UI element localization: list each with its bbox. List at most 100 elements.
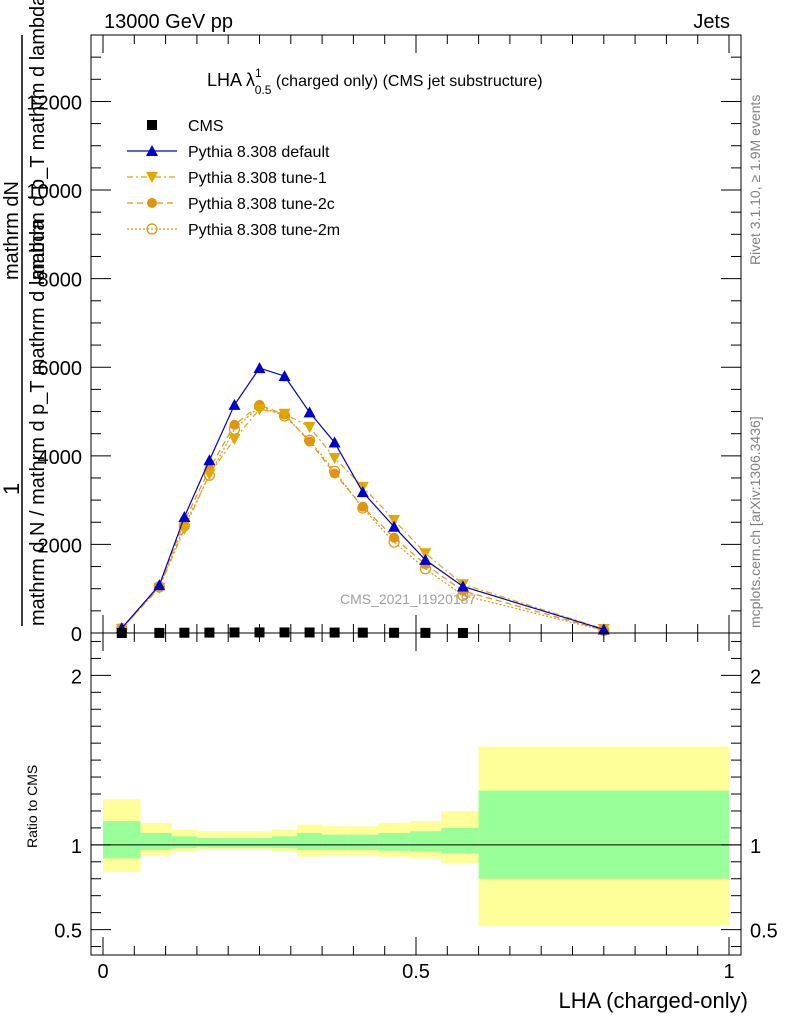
chart-title: LHA λ1 0.5 (charged only) (CMS jet substr… [207,66,543,97]
main-axis-ticks [91,34,741,634]
ratio-ytick-label-right: 1 [750,836,761,858]
cms-data-point [229,627,240,638]
main-ytick-label: 12000 [26,92,82,114]
ratio-ytick-label-right: 2 [750,666,761,688]
ylabel-numerator-2: mathrm d p_T mathrm d lambda [27,0,49,280]
data-point [328,436,341,448]
mcplots-label: mcplots.cern.ch [arXiv:1306.3436] [747,416,763,628]
x-axis-label: LHA (charged-only) [558,988,748,1013]
data-point [419,553,432,565]
legend-marker-circle [147,198,157,208]
ratio-ytick-label-right: 0.5 [750,921,778,943]
chart-title-sub: 0.5 [255,83,272,97]
ratio-xtick-labels: 0 0.5 1 [97,961,734,983]
data-point [278,370,291,382]
ratio-ylabel: Ratio to CMS [24,765,40,848]
data-point [178,510,191,522]
legend-label: Pythia 8.308 tune-1 [188,170,327,187]
data-point [278,408,291,420]
ratio-band-inner [103,821,141,859]
legend-entry: Pythia 8.308 tune-1 [127,170,327,187]
data-point [253,404,266,416]
chart-title-rest: (charged only) (CMS jet substructure) [271,73,542,90]
data-point [228,398,241,410]
data-point [329,468,340,479]
ratio-band-inner [441,827,479,854]
data-point [203,469,216,481]
data-point [153,579,166,591]
legend-label: Pythia 8.308 tune-2c [188,196,335,213]
ratio-band-inner [140,832,172,850]
ratio-band-inner [347,834,379,850]
data-point [597,623,610,635]
data-point [388,515,401,527]
legend: CMS Pythia 8.308 default Pythia 8.308 tune… [127,118,340,239]
ratio-xtick-label: 0.5 [402,961,430,983]
legend-marker-triangle-down [146,172,158,183]
main-ytick-labels: 0 2000 4000 6000 8000 10000 12000 [26,92,82,646]
data-point [356,486,369,498]
ylabel-denominator: mathrm d N / mathrm d p_T mathrm d lambd… [27,219,49,626]
main-ylabel: 1 mathrm dN mathrm d p_T mathrm d lambda… [0,0,49,626]
ratio-band-inner [322,834,348,850]
legend-entry: Pythia 8.308 tune-2c [127,196,335,213]
ratio-ytick-label-left: 1 [71,836,82,858]
data-point [304,436,315,447]
cms-data-point [254,627,265,638]
ratio-band-inner [171,836,197,849]
header-right-title: Jets [693,11,730,33]
header-left-title: 13000 GeV pp [104,11,233,33]
legend-marker-circle-open [146,223,158,235]
data-point [229,419,240,430]
data-point [303,406,316,418]
ratio-band-inner [409,831,442,852]
main-ytick-label: 10000 [26,181,82,203]
data-point [389,532,400,543]
ratio-xtick-label: 0 [97,961,108,983]
legend-entry: Pythia 8.308 tune-2m [127,222,340,239]
legend-label: CMS [188,118,224,135]
ratio-bands [91,746,741,927]
legend-marker-triangle-up [146,145,158,156]
data-point [328,453,341,465]
cms-data-point [279,627,290,638]
main-ytick-label: 2000 [38,535,83,557]
data-point [228,433,241,445]
data-point [253,362,266,374]
ylabel-prefix: 1 [0,483,24,495]
main-ytick-label: 4000 [38,447,83,469]
ratio-ytick-label-left: 2 [71,666,82,688]
data-point [419,548,432,560]
main-ytick-label: 0 [71,624,82,646]
series-line [121,404,604,631]
chart-title-sup: 1 [255,66,262,80]
series-1 [115,362,610,635]
ratio-axis-ticks [91,633,741,955]
rivet-label: Rivet 3.1.10, ≥ 1.9M events [747,95,763,265]
data-point [456,580,469,592]
ratio-band-inner [478,790,729,879]
legend-entry: Pythia 8.308 default [127,144,330,161]
ratio-band-inner [196,838,222,848]
chart-title-main: LHA λ [207,70,255,90]
ratio-band-inner [221,838,247,848]
series-line [121,367,604,631]
main-ytick-label: 8000 [38,270,83,292]
data-point [203,454,216,466]
legend-label: Pythia 8.308 tune-2m [188,222,340,239]
ratio-ytick-label-left: 0.5 [54,921,82,943]
ratio-xtick-label: 1 [723,961,734,983]
ratio-ytick-labels: 0.5 0.5 1 1 2 2 [54,666,778,942]
cms-data-point [304,627,315,638]
analysis-watermark: CMS_2021_I1920187 [340,591,476,607]
ratio-band-inner [246,838,273,848]
ylabel-numerator-1: mathrm dN [1,181,23,280]
data-point [388,520,401,532]
ratio-band-inner [378,832,410,851]
legend-marker-square [147,120,157,130]
legend-entry: CMS [147,118,224,135]
ratio-band-inner [297,832,323,850]
main-ytick-label: 6000 [38,358,83,380]
ratio-band-inner [272,836,298,849]
